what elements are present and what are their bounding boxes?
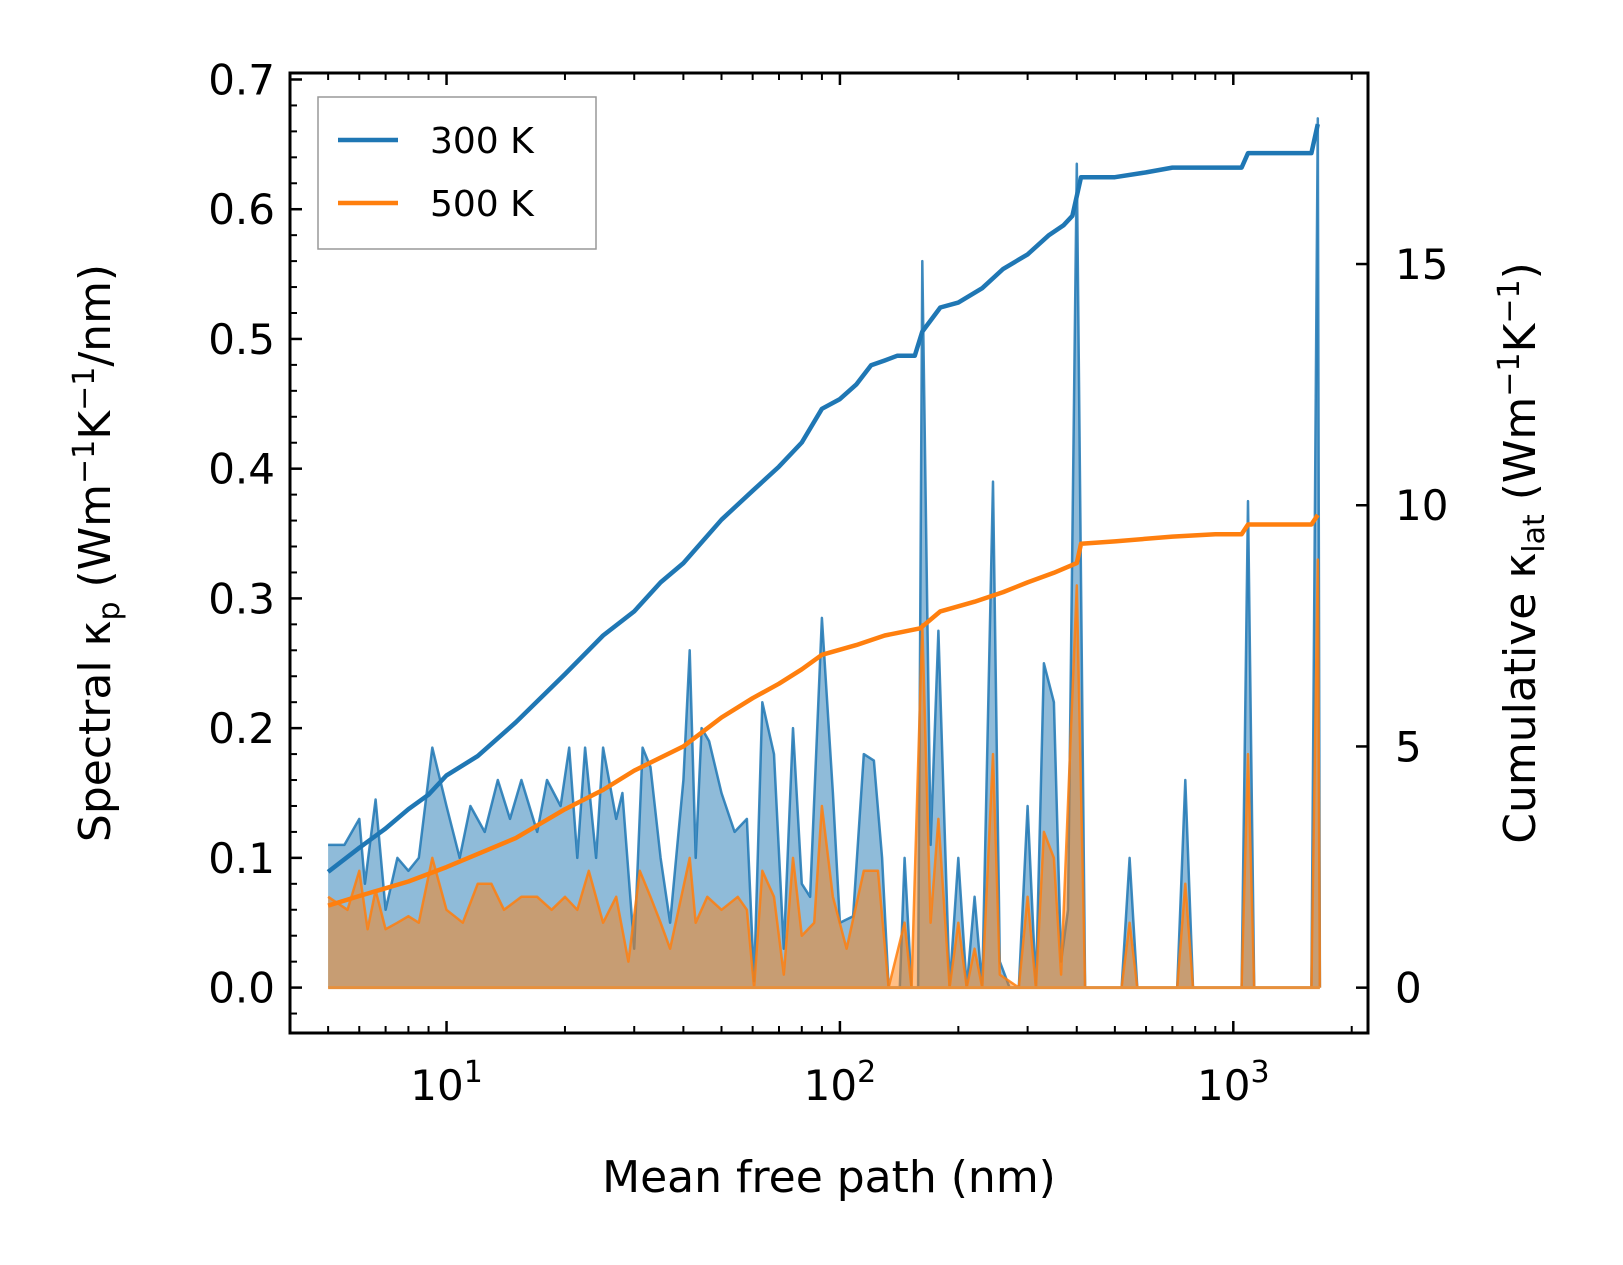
y-left-tick-label: 0.0 — [208, 964, 275, 1013]
y-left-tick-label: 0.6 — [208, 185, 275, 234]
y-right-tick-label: 15 — [1395, 240, 1448, 289]
y-right-label-c: K — [1495, 322, 1546, 352]
y-right-label-b: (Wm — [1495, 397, 1546, 515]
y-left-label-c: K — [70, 410, 121, 440]
y-right-label-a: Cumulative κ — [1495, 553, 1546, 844]
spectral-area-500k — [328, 559, 1320, 988]
legend: 300 K 500 K — [317, 96, 597, 250]
axes-frame — [288, 71, 1370, 1035]
y-right-tick-label: 5 — [1395, 722, 1422, 771]
x-tick-exponent: 3 — [1250, 1055, 1269, 1090]
y-left-tick-label: 0.2 — [208, 704, 275, 753]
x-tick-exponent: 1 — [464, 1055, 483, 1090]
y-left-tick-label: 0.7 — [208, 55, 275, 104]
cumulative-line-500k — [327, 513, 1320, 908]
x-tick-label: 103 — [1197, 1055, 1270, 1110]
y-right-label-sup2: −1 — [1492, 279, 1527, 323]
y-right-tick-label: 0 — [1395, 964, 1422, 1013]
x-tick-label: 101 — [410, 1055, 483, 1110]
y-right-label-sup1: −1 — [1492, 352, 1527, 396]
y-right-label-sub: lat — [1517, 514, 1552, 553]
y-axis-left-label: Spectral κp (Wm−1K−1/nm) — [67, 264, 127, 842]
y-right-label-d: ) — [1495, 262, 1546, 279]
cumulative-line-300k — [326, 123, 1320, 874]
x-tick-exponent: 2 — [857, 1055, 876, 1090]
x-tick-base: 10 — [1197, 1061, 1250, 1110]
y-left-label-sup1: −1 — [67, 440, 102, 484]
y-left-label-b: (Wm — [70, 484, 121, 602]
x-tick-base: 10 — [804, 1061, 857, 1110]
plot-area — [326, 117, 1322, 990]
y-left-tick-label: 0.5 — [208, 315, 275, 364]
legend-box — [317, 96, 597, 250]
y-left-label-a: Spectral κ — [70, 621, 121, 843]
y-left-label-sub: p — [92, 601, 127, 620]
legend-label-500k: 500 K — [430, 184, 535, 225]
y-axis-right-label: Cumulative κlat (Wm−1K−1) — [1492, 262, 1552, 844]
y-right-tick-label: 10 — [1395, 481, 1448, 530]
y-left-label-sup2: −1 — [67, 367, 102, 411]
x-tick-label: 102 — [804, 1055, 877, 1110]
y-left-tick-label: 0.1 — [208, 834, 275, 883]
x-tick-base: 10 — [410, 1061, 463, 1110]
legend-label-300k: 300 K — [430, 121, 535, 162]
y-left-tick-label: 0.3 — [208, 574, 275, 623]
y-left-label-d: /nm) — [70, 264, 121, 367]
y-left-tick-label: 0.4 — [208, 445, 275, 494]
x-axis-label: Mean free path (nm) — [602, 1152, 1056, 1203]
spectral-line-500k — [327, 558, 1322, 989]
